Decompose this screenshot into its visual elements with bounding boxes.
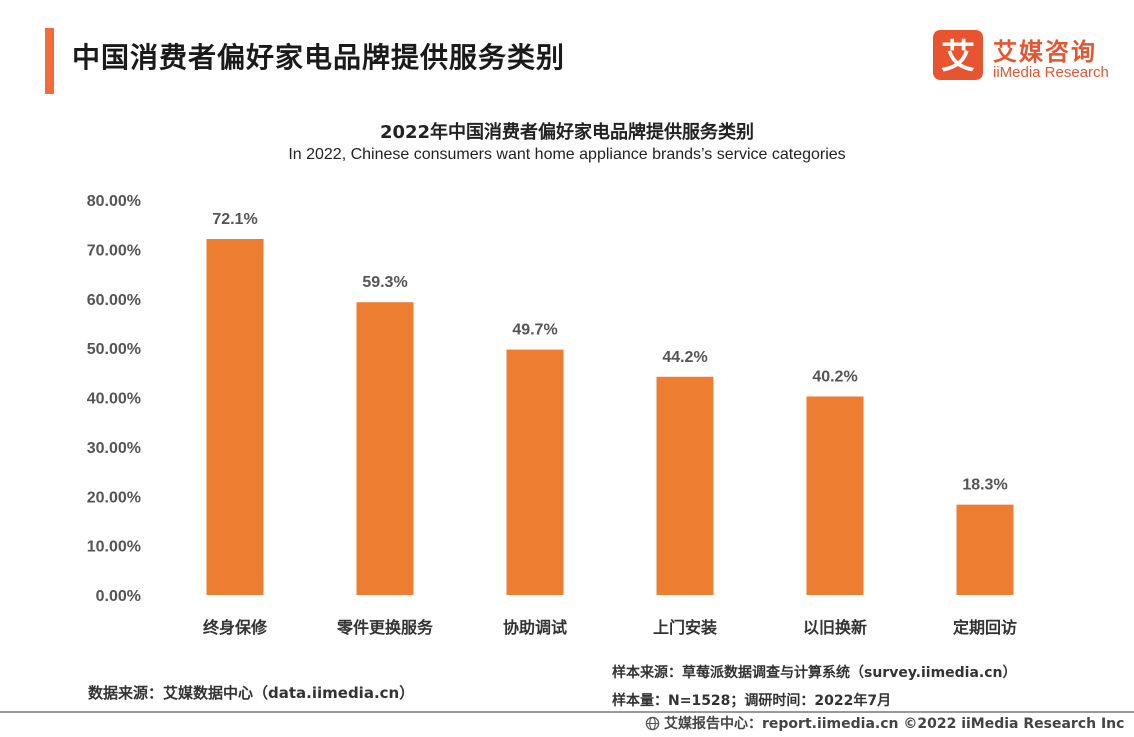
chart-subtitle: In 2022, Chinese consumers want home app… (288, 146, 846, 163)
iimedia-logo: 艾 艾媒咨询 iiMedia Research (933, 30, 1113, 86)
data-label: 40.2% (812, 369, 857, 386)
data-label: 72.1% (212, 211, 257, 228)
footer-divider (0, 711, 1134, 713)
page-title: 中国消费者偏好家电品牌提供服务类别 (72, 41, 566, 74)
y-tick-label: 10.00% (87, 539, 141, 556)
x-tick-label: 上门安装 (653, 618, 717, 637)
logo-name-en: iiMedia Research (993, 64, 1109, 81)
bar (956, 504, 1014, 595)
y-tick-label: 50.00% (87, 341, 141, 358)
data-label: 18.3% (962, 477, 1007, 494)
globe-icon (645, 716, 660, 731)
sample-source-note: 样本来源：草莓派数据调查与计算系统（survey.iimedia.cn） (612, 665, 1017, 681)
bar (656, 376, 714, 595)
logo-name-cn: 艾媒咨询 (993, 38, 1097, 66)
data-label: 44.2% (662, 349, 707, 366)
sample-size-note: 样本量：N=1528；调研时间：2022年7月 (612, 693, 892, 709)
x-tick-label: 以旧换新 (803, 618, 867, 637)
bar (356, 302, 414, 595)
x-tick-label: 终身保修 (203, 618, 268, 637)
x-tick-label: 零件更换服务 (336, 618, 434, 637)
bar (806, 396, 864, 595)
bar (206, 239, 264, 595)
y-tick-label: 20.00% (87, 489, 141, 506)
svg-text:艾: 艾 (941, 37, 975, 77)
data-source-note: 数据来源：艾媒数据中心（data.iimedia.cn） (88, 684, 415, 702)
y-tick-label: 80.00% (87, 193, 141, 210)
data-label: 59.3% (362, 274, 407, 291)
data-label: 49.7% (512, 322, 557, 339)
footer-text: 艾媒报告中心：report.iimedia.cn ©2022 iiMedia R… (664, 716, 1125, 732)
y-tick-label: 60.00% (87, 292, 141, 309)
bar-chart: 0.00% 10.00% 20.00% 30.00% 40.00% 50.00% 60.00… (87, 193, 1017, 637)
y-tick-label: 70.00% (87, 242, 141, 259)
logo-mark-icon: 艾 (933, 30, 983, 80)
x-tick-label: 协助调试 (503, 618, 567, 637)
x-tick-label: 定期回访 (952, 618, 1017, 637)
y-tick-label: 0.00% (96, 588, 141, 605)
bar (506, 349, 564, 595)
y-tick-label: 30.00% (87, 440, 141, 457)
chart-title: 2022年中国消费者偏好家电品牌提供服务类别 (379, 122, 755, 143)
title-accent-bar (45, 28, 54, 94)
y-tick-label: 40.00% (87, 391, 141, 408)
footer: 艾媒报告中心：report.iimedia.cn ©2022 iiMedia R… (645, 713, 1124, 733)
